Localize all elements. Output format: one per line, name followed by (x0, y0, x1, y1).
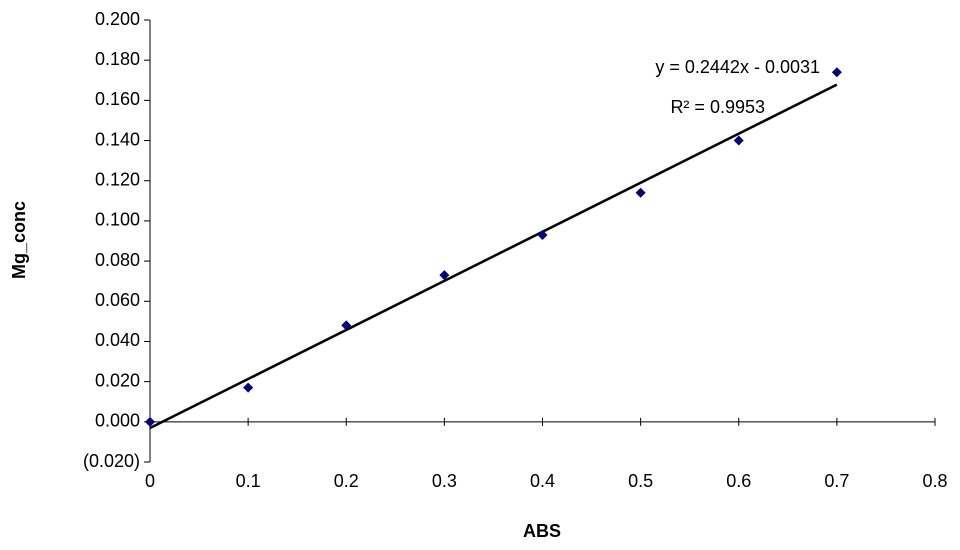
chart: ABS Mg_conc y = 0.2442x - 0.0031 R² = 0.… (0, 0, 960, 550)
data-point (734, 136, 744, 146)
data-point (832, 67, 842, 77)
x-tick-label: 0 (145, 471, 155, 491)
x-axis-title: ABS (523, 521, 561, 541)
x-tick-label: 0.6 (726, 471, 751, 491)
trendline-r-squared: R² = 0.9953 (670, 97, 765, 117)
data-point (538, 230, 548, 240)
y-tick-label: 0.140 (95, 129, 140, 149)
x-tick-label: 0.4 (530, 471, 555, 491)
trendline-equation: y = 0.2442x - 0.0031 (655, 57, 820, 77)
x-tick-label: 0.2 (334, 471, 359, 491)
x-tick-label: 0.1 (236, 471, 261, 491)
y-tick-label: 0.200 (95, 9, 140, 29)
y-tick-label: 0.040 (95, 330, 140, 350)
y-tick-label: 0.120 (95, 169, 140, 189)
y-tick-label: 0.180 (95, 49, 140, 69)
data-point (636, 188, 646, 198)
x-tick-label: 0.8 (922, 471, 947, 491)
y-tick-label: 0.000 (95, 411, 140, 431)
y-tick-label: 0.080 (95, 250, 140, 270)
trendline (150, 85, 837, 428)
y-tick-label: 0.060 (95, 290, 140, 310)
data-point (243, 383, 253, 393)
y-tick-label: 0.160 (95, 89, 140, 109)
x-tick-label: 0.3 (432, 471, 457, 491)
x-tick-label: 0.5 (628, 471, 653, 491)
y-tick-label: 0.020 (95, 370, 140, 390)
y-axis-title: Mg_conc (9, 201, 29, 279)
y-tick-label: (0.020) (83, 451, 140, 471)
x-tick-label: 0.7 (824, 471, 849, 491)
y-tick-label: 0.100 (95, 210, 140, 230)
